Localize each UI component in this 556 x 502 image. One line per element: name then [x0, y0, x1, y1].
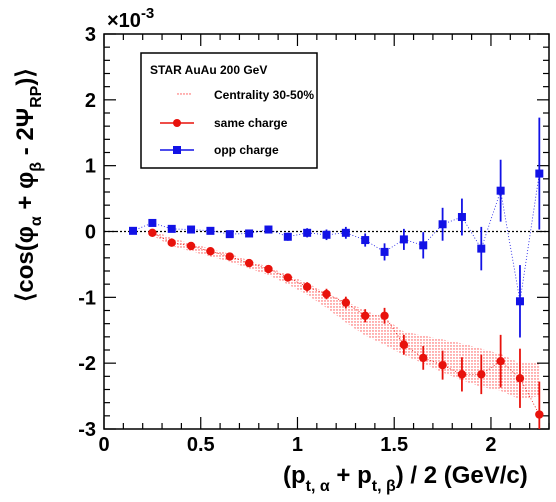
y-tick-label: -3 — [78, 419, 96, 441]
opp-point — [129, 226, 138, 235]
legend-box — [140, 52, 318, 169]
opp-connect-line — [132, 173, 540, 302]
y-tick-label: -2 — [78, 353, 96, 375]
opp-point — [399, 235, 408, 244]
same-point — [399, 340, 409, 349]
same-point — [186, 241, 196, 251]
legend-item-band: Centrality 30-50% — [176, 88, 314, 102]
x-tick-label: 0 — [98, 434, 109, 456]
y-tick-label: 1 — [85, 156, 96, 178]
legend-band-label: Centrality 30-50% — [214, 88, 314, 102]
same-point — [264, 264, 273, 274]
opp-point — [380, 247, 389, 256]
opp-point — [283, 232, 292, 241]
opp-point — [206, 226, 215, 235]
same-point — [206, 247, 215, 256]
legend-item-same: same charge — [160, 116, 288, 130]
same-point — [477, 370, 486, 379]
opp-point — [457, 213, 466, 222]
same-point — [515, 374, 525, 383]
opp-point — [361, 236, 370, 245]
y-axis-title: ⟨cos(φα + φβ - 2ΨRP)⟩ — [12, 68, 45, 302]
opp-point — [419, 241, 428, 250]
legend-title: STAR AuAu 200 GeV — [150, 63, 267, 77]
opp-point — [264, 225, 273, 234]
same-point — [380, 311, 389, 320]
same-point — [148, 228, 157, 238]
x-tick-label: 1 — [292, 434, 303, 456]
opp-point — [535, 169, 544, 178]
same-point — [457, 370, 467, 379]
same-point — [225, 252, 234, 261]
x-axis-title: (pt, α + pt, β) / 2 (GeV/c) — [283, 462, 528, 495]
y-tick-label: 3 — [85, 24, 96, 46]
ticks-layer: 0 0.5 1 1.5 2 -3 -2 -1 0 1 2 3 — [78, 24, 550, 456]
same-point — [419, 353, 428, 363]
same-point — [244, 258, 254, 268]
legend-opp-marker — [173, 146, 181, 154]
same-point — [496, 356, 505, 366]
same-point — [438, 360, 447, 370]
same-point — [283, 273, 293, 282]
same-point — [322, 289, 331, 299]
opp-point — [496, 186, 505, 195]
opp-point — [245, 229, 254, 238]
opp-point — [515, 297, 524, 306]
opp-point — [322, 230, 331, 239]
x-tick-label: 1.5 — [380, 434, 408, 456]
opp-point — [225, 230, 234, 239]
opp-point — [187, 225, 196, 234]
legend-band-swatch — [176, 93, 192, 95]
same-point — [341, 298, 351, 307]
x-tick-label: 2 — [485, 434, 496, 456]
legend-same-marker — [173, 119, 181, 127]
y-scale-exponent: ×10-3 — [107, 5, 154, 32]
x-tick-label: 0.5 — [187, 434, 215, 456]
opp-point — [303, 228, 312, 237]
y-tick-label: 2 — [85, 90, 96, 112]
same-point — [360, 311, 370, 320]
legend-opp-label: opp charge — [214, 143, 279, 157]
legend: STAR AuAu 200 GeV Centrality 30-50% same… — [140, 52, 318, 169]
legend-item-opp: opp charge — [160, 143, 279, 157]
y-tick-label: -1 — [78, 287, 96, 309]
y-tick-label: 0 — [85, 222, 96, 244]
opp-point — [438, 220, 447, 229]
series-layer — [129, 117, 544, 429]
opp-point — [341, 228, 350, 237]
same-point — [167, 238, 176, 247]
legend-same-label: same charge — [214, 116, 288, 130]
same-point — [302, 282, 312, 291]
opp-point — [148, 218, 157, 227]
opp-point — [477, 244, 486, 253]
opp-point — [167, 224, 176, 233]
same-point — [535, 410, 544, 419]
